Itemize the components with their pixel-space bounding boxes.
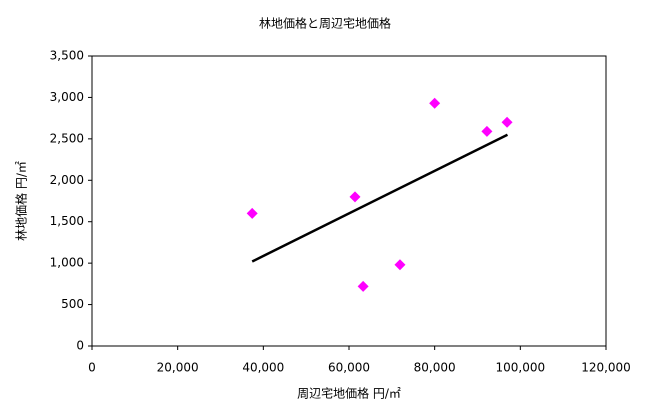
x-tick-label: 80,000: [414, 361, 456, 375]
point: [501, 116, 513, 128]
y-tick-label: 3,000: [50, 90, 84, 104]
x-tick-label: 120,000: [581, 361, 631, 375]
y-tick-label: 1,500: [50, 214, 84, 228]
y-tick-label: 500: [61, 297, 84, 311]
x-tick-label: 20,000: [157, 361, 199, 375]
chart-title: 林地価格と周辺宅地価格: [259, 16, 391, 31]
y-tick-label: 0: [76, 339, 84, 353]
x-tick-label: 0: [88, 361, 96, 375]
y-tick-label: 2,500: [50, 131, 84, 145]
point: [357, 280, 369, 292]
point: [481, 125, 493, 137]
point: [246, 207, 258, 219]
y-axis-label: 林地価格 円/㎡: [14, 161, 29, 241]
x-tick-label: 40,000: [242, 361, 284, 375]
point: [429, 97, 441, 109]
x-tick-label: 60,000: [328, 361, 370, 375]
x-axis-label: 周辺宅地価格 円/㎡: [297, 386, 401, 401]
point: [349, 191, 361, 203]
y-tick-label: 2,000: [50, 173, 84, 187]
point: [394, 259, 406, 271]
y-tick-label: 1,000: [50, 256, 84, 270]
x-tick-label: 100,000: [496, 361, 546, 375]
y-tick-label: 3,500: [50, 49, 84, 63]
trend-line: [251, 133, 509, 263]
